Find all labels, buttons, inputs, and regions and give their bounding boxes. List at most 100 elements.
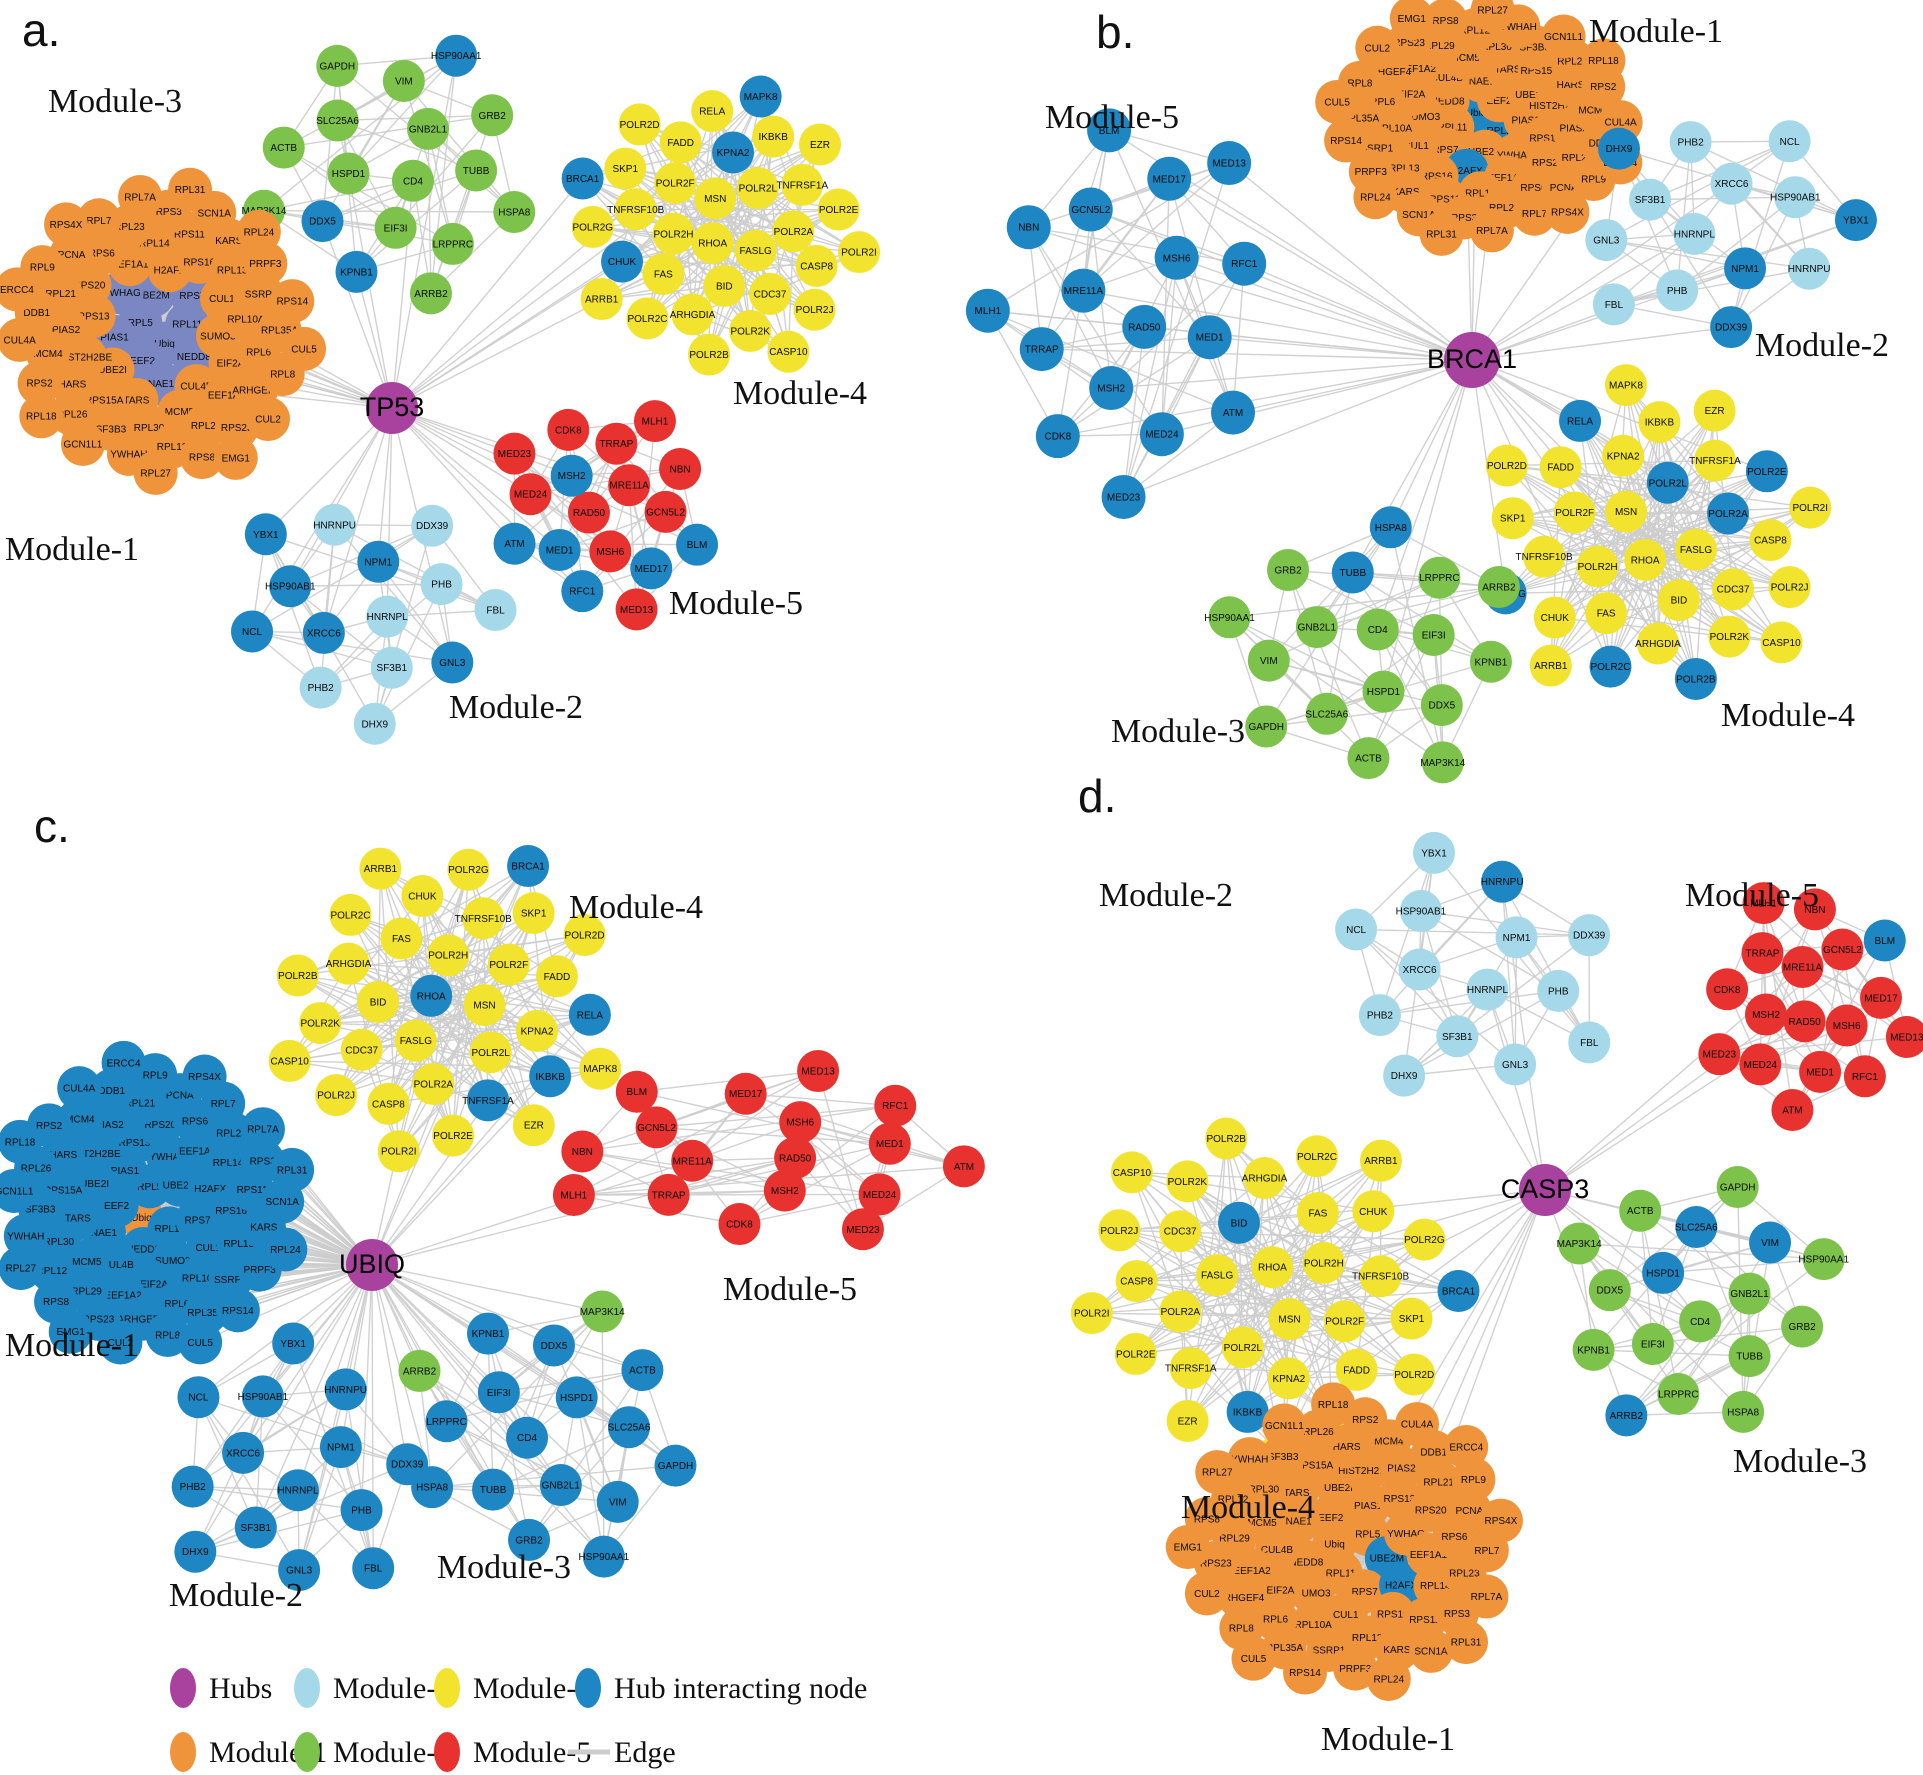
gene-node-label: HSP90AA1 [1204,613,1255,624]
edge [582,1150,880,1196]
module-label: Module-2 [169,1577,303,1614]
gene-node-label: MSH2 [771,1186,799,1197]
gene-node-label: RELA [699,107,725,118]
gene-node-label: EEF1A1 [179,1146,217,1157]
gene-node-label: KARS [250,1223,278,1234]
gene-node-label: POLR2F [656,179,695,190]
gene-node-KPNA2 [712,131,755,174]
gene-node-GCN1L1 [1541,14,1586,59]
edge [1438,577,1444,763]
gene-node-EMG1 [48,1309,93,1354]
gene-node-label: SF3B3 [1519,43,1550,54]
gene-node-POLR2C [329,893,372,936]
gene-node-POLR2H [1576,545,1619,588]
gene-node-label: POLR2A [774,227,814,238]
edge [1186,1181,1290,1379]
gene-node-label: RPS13 [119,1138,151,1149]
gene-node-label: IKBKB [535,1072,565,1083]
gene-node-RELA [568,993,611,1036]
hub-node-label: TP53 [360,392,425,422]
gene-node-MED17 [1147,156,1192,201]
gene-node-RPS14 [1324,118,1369,163]
gene-node-label: DDX5 [309,217,336,228]
gene-node-label: RPL7 [1474,1546,1499,1557]
gene-node-label: MAP3K14 [1557,1239,1602,1250]
edge [350,914,509,966]
gene-node-label: CDC37 [1164,1227,1197,1238]
gene-node-label: PRPF3 [1339,1664,1372,1675]
gene-node-SKP1 [1491,497,1534,540]
gene-node-label: ARHGDIA [1242,1174,1288,1185]
hub-edge [1090,208,1473,361]
gene-node-label: RPL7A [247,1125,279,1136]
gene-node-label: VIM [609,1497,627,1508]
gene-node-label: MED13 [1890,1033,1923,1044]
gene-node-ARRB2 [1477,566,1520,609]
gene-node-label: GCN5L2 [1071,205,1110,216]
gene-node-label: H2AFX [194,1184,227,1195]
gene-node-label: NEDD8 [1431,96,1465,107]
gene-node-label: GNB2L1 [1730,1289,1769,1300]
hub-edge [371,1264,643,1371]
edge [1625,384,1697,680]
gene-node-label: RPL26 [1557,56,1588,67]
edge [283,114,493,149]
gene-node-label: RPL29 [191,421,222,432]
edge [192,1485,362,1511]
gene-node-label: RPL7A [124,192,156,203]
gene-node-label: MAPK8 [1609,381,1643,392]
gene-node-label: MSN [1615,507,1637,518]
gene-node-label: CHUK [1359,1207,1388,1218]
gene-node-label: SKP1 [1399,1314,1425,1325]
hub-edge [340,1264,373,1448]
gene-node-PHB [420,563,463,606]
gene-node-label: CD4 [517,1433,537,1444]
gene-node-label: POLR2F [489,960,528,971]
edge [356,169,477,273]
edge [1514,937,1518,1065]
gene-node-label: SCN1A [198,208,232,219]
gene-node-TRRAP [595,422,638,465]
gene-node-label: RPL11 [154,1224,184,1235]
gene-node-label: EIF2A [140,1279,168,1290]
hub-edge [1419,969,1546,1191]
gene-node-KPNB1 [1469,640,1512,683]
gene-node-label: SF3B1 [1635,195,1666,206]
gene-node-HNRNPL [1673,212,1716,255]
gene-node-label: BID [370,997,387,1008]
gene-node-TUBB [1331,551,1374,594]
gene-node-XRCC6 [222,1431,265,1474]
gene-node-label: BRCA1 [1442,1286,1476,1297]
gene-node-SKP1 [512,892,555,935]
gene-node-label: CUL2 [1194,1589,1220,1600]
gene-node-label: EEF2 [1318,1513,1343,1524]
edge [987,310,1234,414]
gene-node-label: SF3B3 [1268,1452,1299,1463]
gene-node-label: GCN5L2 [646,507,685,518]
gene-node-label: EEF1A1 [111,260,149,271]
edge [1574,511,1697,551]
gene-node-MLH1 [633,400,676,443]
gene-node-label: RPS20 [144,1120,176,1131]
gene-node-GAPDH [654,1444,697,1487]
gene-node-label: HARS [1333,1442,1361,1453]
gene-node-TRRAP [647,1173,690,1216]
hub-node-label: UBIQ [339,1249,405,1279]
edge [1403,990,1559,1077]
gene-node-label: GCN5L2 [637,1123,676,1134]
gene-node-MSN [694,177,737,220]
gene-node-label: NPM1 [327,1443,355,1454]
gene-node-label: HSPD1 [560,1393,594,1404]
hub-edge [1041,348,1473,361]
gene-node-CASP8 [367,1082,410,1125]
gene-node-label: VIM [1761,1238,1779,1249]
edge [192,1343,294,1487]
gene-node-label: MSH6 [596,547,624,558]
gene-node-label: KPNA2 [1607,451,1640,462]
gene-node-label: PIAS2 [1387,1464,1416,1475]
gene-node-PHB [1656,269,1699,312]
gene-node-POLR2G [571,205,614,248]
gene-node-label: CUL4A [1401,1420,1434,1431]
gene-node-label: MED23 [1703,1050,1737,1061]
gene-node-POLR2B [1674,657,1717,700]
